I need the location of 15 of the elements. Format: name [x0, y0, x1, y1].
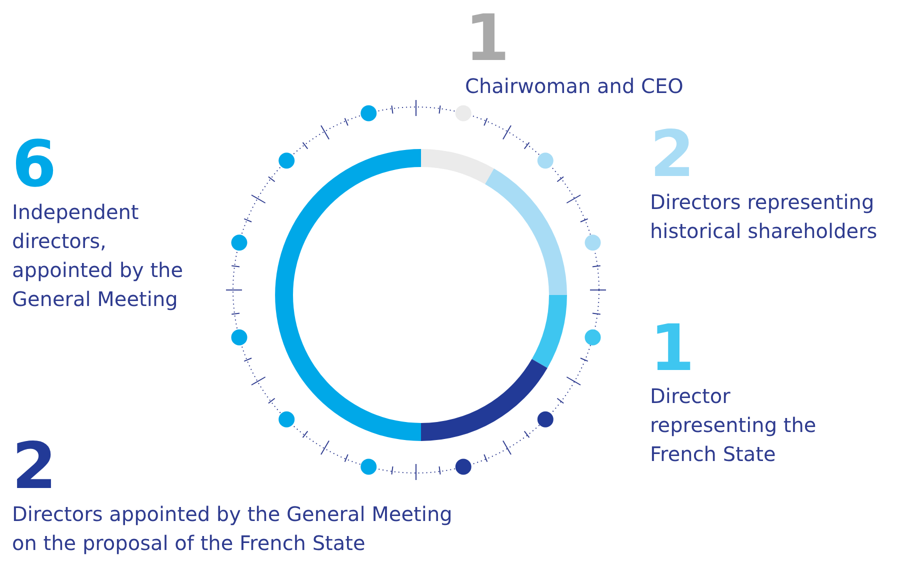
- slice-label: Independent directors, appointed by the General Meeting: [12, 199, 184, 313]
- slice-label: Directors representing historical shareholders: [650, 189, 878, 245]
- data-label: 6: [12, 128, 58, 202]
- donut-slice: [421, 149, 494, 184]
- donut-slice: [421, 359, 548, 441]
- slice-label: Director representing the French State: [650, 383, 818, 468]
- data-label: 2: [12, 430, 58, 504]
- donut-slice: [485, 168, 567, 295]
- data-label: 1: [650, 312, 696, 386]
- data-label: 1: [465, 2, 511, 76]
- donut-slice: [275, 149, 421, 441]
- donut-slice: [532, 295, 567, 368]
- legend-label: Directors appointed by the General Meeting on the proposal of the French State: [12, 501, 454, 557]
- slice-label: Chairwoman and CEO: [465, 73, 684, 100]
- data-label: 2: [650, 118, 696, 192]
